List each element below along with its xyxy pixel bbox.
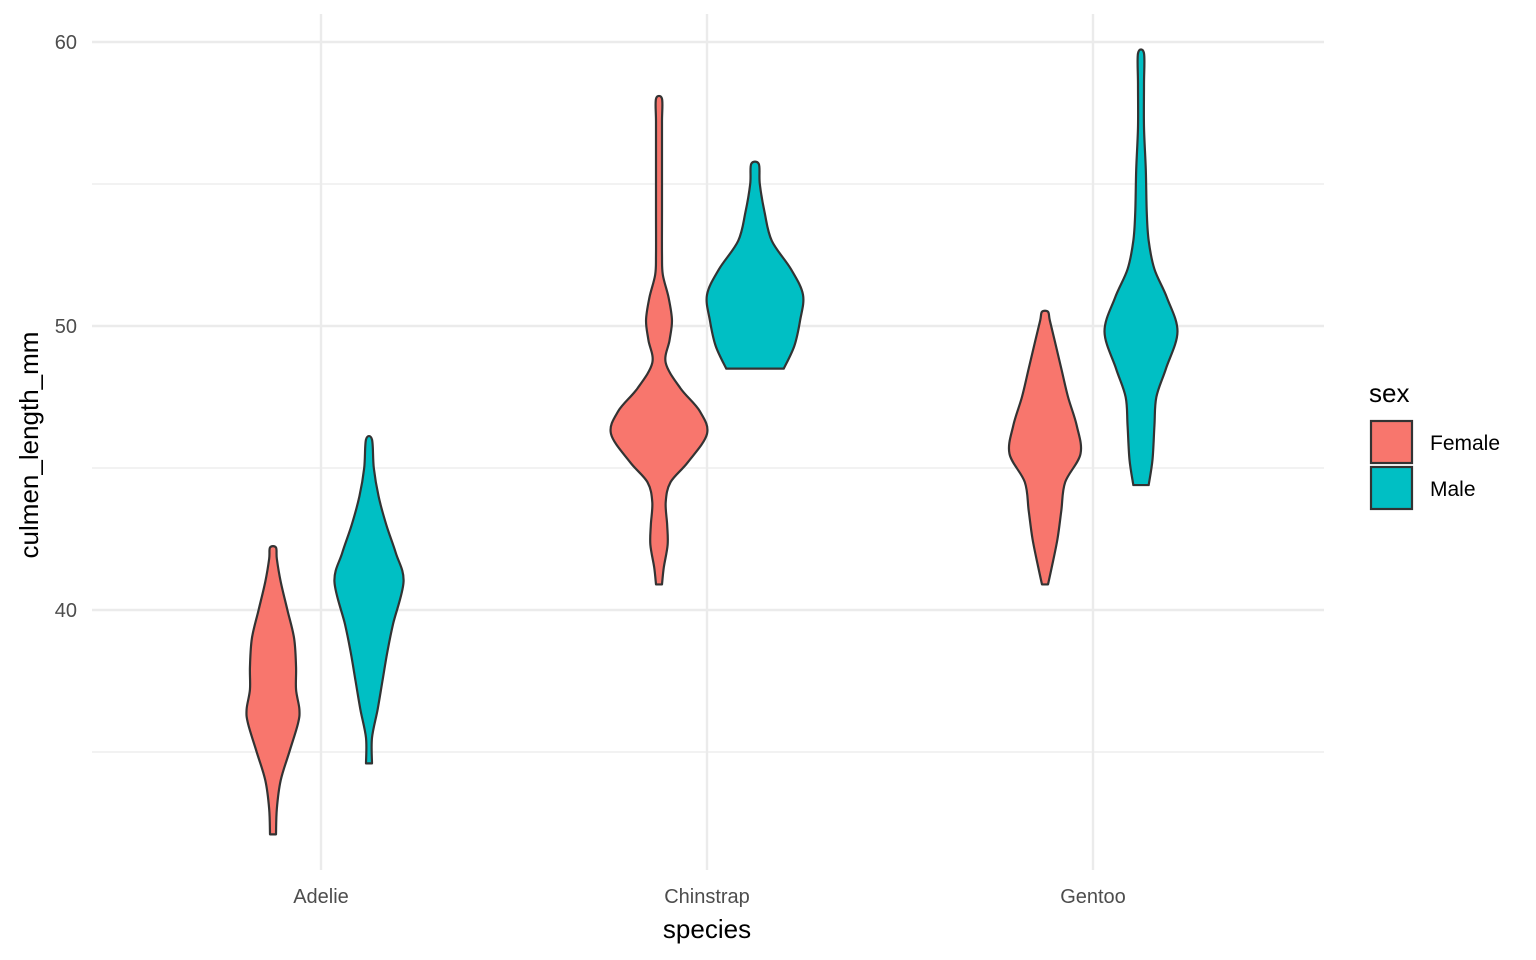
x-axis-title: species (663, 914, 751, 944)
violins (245, 48, 1179, 836)
x-tick-label: Chinstrap (664, 886, 750, 908)
legend-key-female (1369, 419, 1414, 465)
violin-gentoo-male (1103, 48, 1179, 487)
legend: sex Female Male (1369, 378, 1500, 511)
legend-title: sex (1369, 378, 1409, 408)
violin-adelie-male (333, 434, 405, 765)
violin-adelie-female (245, 545, 301, 836)
grid (92, 14, 1324, 870)
y-axis-title: culmen_length_mm (14, 332, 44, 559)
x-axis-ticks: Adelie Chinstrap Gentoo (293, 886, 1126, 908)
violin-chinstrap-female (609, 94, 709, 586)
y-tick-label: 40 (55, 600, 77, 622)
violin-chinstrap-male (705, 160, 805, 370)
x-tick-label: Gentoo (1060, 886, 1126, 908)
legend-key-male (1369, 465, 1414, 511)
legend-label-female: Female (1430, 432, 1500, 455)
x-tick-label: Adelie (293, 886, 349, 908)
y-tick-label: 60 (55, 32, 77, 54)
y-axis-ticks: 40 50 60 (55, 32, 77, 622)
legend-label-male: Male (1430, 478, 1476, 501)
y-tick-label: 50 (55, 316, 77, 338)
violin-gentoo-female (1007, 309, 1083, 586)
